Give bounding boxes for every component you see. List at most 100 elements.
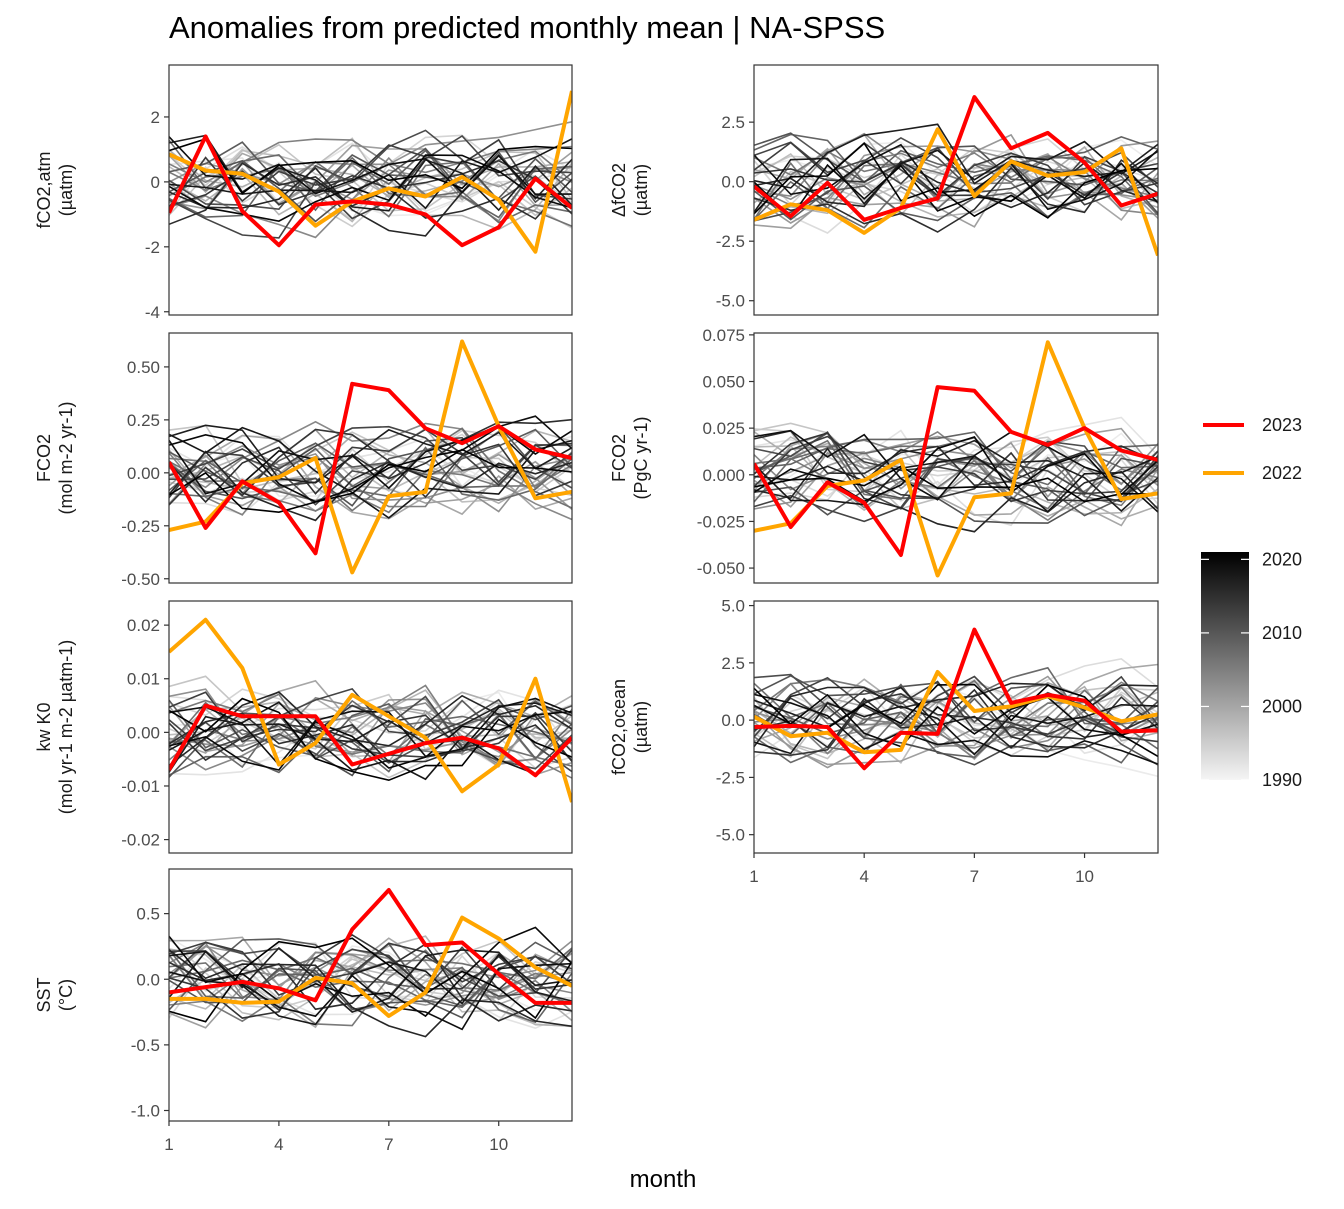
year-line: [169, 428, 572, 499]
colorbar: [1201, 552, 1249, 780]
year-line: [169, 687, 572, 773]
year-line: [169, 941, 572, 996]
panel-delta-fco2: 2.5 0.0 -2.5 -5.0 ΔfCO2 (µatm): [609, 64, 1159, 316]
year-line: [169, 134, 572, 212]
series-2022-line: [169, 90, 572, 254]
x-tick-label: 1: [749, 867, 758, 886]
year-line: [169, 704, 572, 763]
panel-border: [753, 600, 1159, 854]
legend-label-2023: 2023: [1262, 415, 1302, 435]
y-axis-label: ΔfCO2 (µatm): [609, 163, 651, 217]
x-tick-label: 7: [970, 867, 979, 886]
panel-fco2-ocean: 5.0 2.5 0.0 -2.5 -5.0 1 4 7 10 fCO2,ocean (µatm): [609, 597, 1159, 886]
year-line: [754, 673, 1158, 766]
year-line: [169, 426, 572, 519]
year-line: [169, 688, 572, 769]
year-line: [754, 430, 1158, 510]
year-line: [169, 701, 572, 781]
year-line: [754, 693, 1158, 765]
y-axis-label-line: (µatm): [631, 701, 651, 753]
y-tick-label: 0.000: [702, 466, 745, 485]
y-axis-label: SST (°C): [34, 977, 76, 1012]
y-tick-label: -0.50: [121, 570, 160, 589]
year-line: [169, 156, 572, 239]
panel-border: [753, 332, 1159, 584]
year-line: [754, 431, 1158, 496]
y-tick-label: 0.25: [127, 411, 160, 430]
y-axis-label-line: SST: [34, 977, 54, 1012]
year-line: [169, 691, 572, 767]
year-line: [754, 162, 1158, 203]
year-line: [754, 436, 1158, 503]
year-line: [754, 435, 1158, 503]
y-tick-label: 2.5: [721, 654, 745, 673]
x-tick-label: 7: [384, 1135, 393, 1154]
y-tick-label: 0.025: [702, 419, 745, 438]
year-line: [169, 418, 572, 504]
panel-fco2-flux-total: 0.075 0.050 0.025 0.000 -0.025 -0.050 FCO2 (PgC…: [609, 326, 1159, 584]
year-line: [754, 439, 1158, 510]
year-line: [169, 448, 572, 514]
year-line: [169, 689, 572, 776]
x-tick-label: 10: [489, 1135, 508, 1154]
x-axis-title: month: [630, 1166, 697, 1193]
y-tick-label: -0.01: [121, 777, 160, 796]
y-axis-label-line: FCO2: [34, 434, 54, 482]
series-2023-line: [754, 95, 1158, 222]
colorbar-tick-label: 2010: [1262, 623, 1302, 643]
year-line: [169, 434, 572, 520]
y-tick-label: -0.025: [697, 512, 745, 531]
year-line: [169, 956, 572, 1005]
y-tick-label: 0.00: [127, 464, 160, 483]
y-axis-label-line: (µatm): [631, 164, 651, 216]
y-tick-label: 0.00: [127, 723, 160, 742]
year-line: [754, 430, 1158, 487]
y-axis-label: FCO2 (mol m-2 yr-1): [34, 402, 76, 515]
year-line: [754, 162, 1158, 219]
panel-sst: 0.5 0.0 -0.5 -1.01 4 7 10 SST (°C): [34, 868, 573, 1154]
panel-border: [168, 868, 573, 1122]
year-line: [754, 702, 1158, 756]
y-tick-label: -5.0: [716, 826, 745, 845]
series-2023-line: [754, 385, 1158, 557]
series-2023-line: [169, 134, 572, 248]
y-axis-label-line: (°C): [56, 979, 76, 1011]
year-line: [754, 155, 1158, 229]
year-line: [754, 141, 1158, 201]
year-line: [754, 674, 1158, 766]
year-line: [754, 429, 1158, 513]
year-line: [754, 159, 1158, 233]
year-line: [169, 415, 572, 495]
year-line: [754, 693, 1158, 748]
year-line: [169, 424, 572, 494]
year-line: [169, 950, 572, 1026]
year-line: [169, 424, 572, 507]
colorbar-tick-label: 2020: [1262, 549, 1302, 569]
y-axis-label-line: (mol yr-1 m-2 µatm-1): [56, 640, 76, 814]
year-line: [169, 937, 572, 1023]
year-line: [169, 926, 572, 1018]
y-tick-label: 0.075: [702, 326, 745, 345]
year-line: [754, 685, 1158, 760]
year-line: [754, 688, 1158, 749]
year-line: [754, 443, 1158, 510]
x-tick-label: 10: [1075, 867, 1094, 886]
y-tick-label: 0.0: [721, 711, 745, 730]
year-line: [169, 710, 572, 771]
series-2023-line: [169, 381, 572, 556]
series-2022-line: [169, 915, 572, 1018]
y-tick-label: 0.0: [721, 173, 745, 192]
year-line: [169, 129, 572, 211]
year-line: [754, 133, 1158, 184]
year-line: [169, 138, 572, 210]
y-axis-label-line: (mol m-2 yr-1): [56, 402, 76, 515]
y-tick-label: 0.0: [136, 970, 160, 989]
y-axis-label-line: (µatm): [56, 164, 76, 216]
y-tick-label: -0.02: [121, 831, 160, 850]
background-years: [169, 926, 572, 1038]
year-line: [169, 142, 572, 213]
series-2023-line: [169, 888, 572, 1005]
year-line: [754, 701, 1158, 764]
y-tick-label: -5.0: [716, 292, 745, 311]
